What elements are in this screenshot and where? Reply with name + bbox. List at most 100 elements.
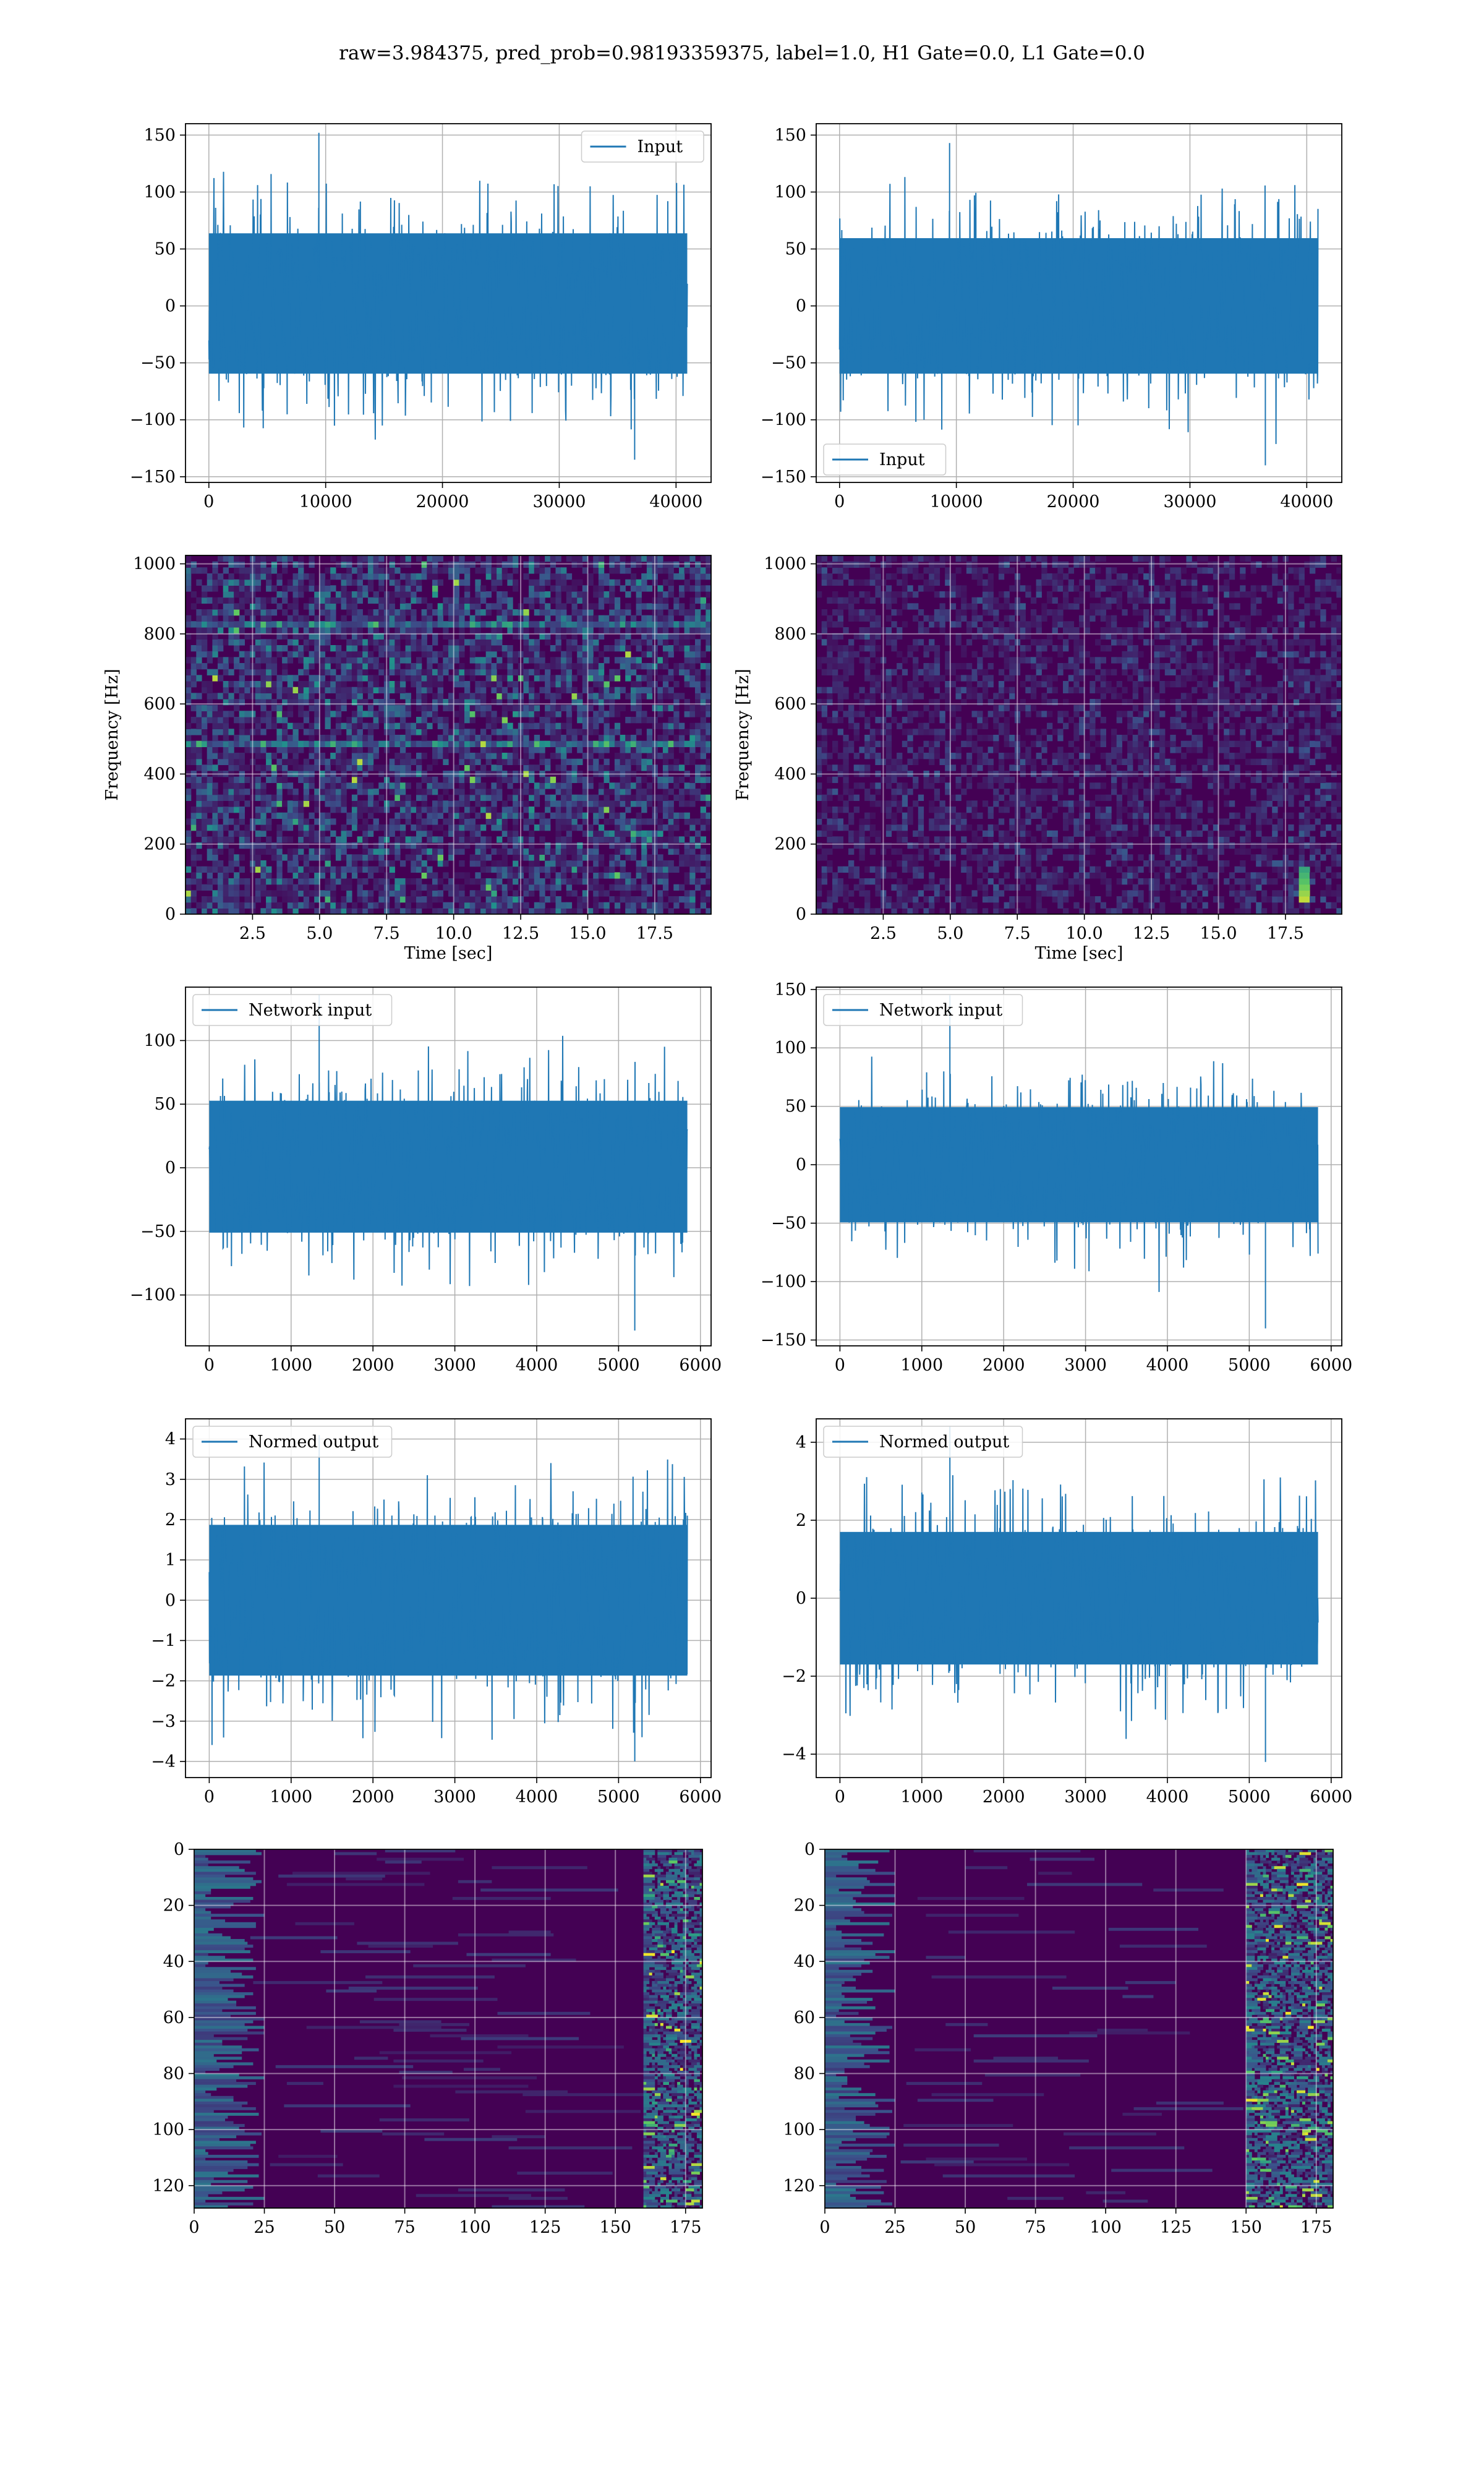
h1-network-input-ytick-2: 0	[165, 1158, 176, 1178]
l1-feature-map-xtick-7: 175	[1300, 2218, 1333, 2237]
l1-normed-output-xtick-5: 5000	[1228, 1787, 1271, 1807]
l1-network-input-ytick-2: −50	[771, 1214, 806, 1233]
figure-title: raw=3.984375, pred_prob=0.98193359375, l…	[339, 42, 1145, 64]
l1-network-input-xtick-5: 5000	[1228, 1356, 1271, 1375]
l1-network-input-ytick-6: 150	[774, 980, 806, 999]
l1-spectrogram-ytick-2: 400	[774, 764, 806, 784]
l1-input-xtick-2: 20000	[1047, 492, 1100, 511]
h1-network-input-ytick-3: 50	[155, 1095, 176, 1114]
h1-normed-output-legend-label: Normed output	[249, 1432, 378, 1452]
l1-feature-map-xtick-4: 100	[1090, 2218, 1122, 2237]
h1-feature-map-ytick-6: 120	[152, 2177, 184, 2196]
h1-feature-map-xtick-0: 0	[189, 2218, 199, 2237]
l1-input-ytick-4: 50	[785, 240, 806, 259]
l1-spectrogram-image	[816, 555, 1342, 914]
h1-normed-output-ytick-1: −3	[151, 1712, 176, 1731]
l1-normed-output-xtick-2: 2000	[983, 1787, 1025, 1807]
l1-input-signal-line	[838, 143, 1319, 466]
h1-spectrogram-ytick-4: 800	[143, 625, 176, 644]
l1-normed-output-xtick-1: 1000	[900, 1787, 943, 1807]
l1-feature-map-frame	[824, 1849, 1334, 2209]
l1-spectrogram-xtick-6: 17.5	[1267, 924, 1304, 943]
h1-spectrogram-xtick-4: 12.5	[502, 924, 539, 943]
h1-input-signal-line	[208, 132, 688, 460]
h1-network-input-legend: Network input	[192, 994, 393, 1026]
h1-input-xtick-1: 10000	[299, 492, 352, 511]
h1-spectrogram-ytick-0: 0	[165, 905, 176, 924]
l1-network-input-ytick-0: −150	[761, 1331, 806, 1350]
h1-input-ytick-6: 150	[143, 126, 176, 145]
l1-spectrogram-xtick-4: 12.5	[1133, 924, 1170, 943]
h1-input-ytick-2: −50	[140, 354, 176, 373]
l1-input-frame	[816, 123, 1342, 483]
l1-normed-output-xtick-4: 4000	[1146, 1787, 1189, 1807]
l1-normed-output-ytick-3: 2	[796, 1511, 806, 1530]
l1-input-ytick-0: −150	[761, 468, 806, 487]
l1-input-ytick-3: 0	[796, 297, 806, 316]
l1-input-xtick-1: 10000	[930, 492, 983, 511]
h1-input-xtick-4: 40000	[649, 492, 702, 511]
h1-spectrogram-ytick-2: 400	[143, 764, 176, 784]
l1-input-legend: Input	[823, 443, 947, 476]
l1-network-input-legend-label: Network input	[879, 1001, 1002, 1020]
l1-feature-map-ytick-5: 100	[783, 2120, 815, 2139]
h1-normed-output-ytick-0: −4	[151, 1752, 176, 1771]
l1-feature-map-xtick-2: 50	[955, 2218, 976, 2237]
l1-feature-map-image	[825, 1849, 1333, 2208]
h1-normed-output-frame	[185, 1418, 712, 1778]
l1-input-ytick-2: −50	[771, 354, 806, 373]
h1-spectrogram-xlabel: Time [sec]	[404, 944, 493, 963]
l1-normed-output-legend-label: Normed output	[879, 1432, 1009, 1452]
h1-feature-map-frame	[194, 1849, 703, 2209]
h1-network-input-xtick-6: 6000	[679, 1356, 722, 1375]
l1-network-input-xtick-3: 3000	[1064, 1356, 1107, 1375]
l1-feature-map-xtick-3: 75	[1025, 2218, 1046, 2237]
l1-input-xtick-3: 30000	[1163, 492, 1216, 511]
h1-feature-map-panel: 0 25 50 75 100 125 150 175 0 20 40 60 80 100 120	[152, 1840, 703, 2237]
h1-feature-map-ytick-5: 100	[152, 2120, 184, 2139]
h1-normed-output-xtick-6: 6000	[679, 1787, 722, 1807]
l1-feature-map-ytick-4: 80	[794, 2065, 815, 2084]
l1-input-ytick-5: 100	[774, 182, 806, 202]
h1-feature-map-ytick-3: 60	[163, 2008, 184, 2027]
l1-feature-map-ytick-1: 20	[794, 1896, 815, 1915]
h1-input-ytick-5: 100	[143, 182, 176, 202]
l1-spectrogram-ytick-3: 600	[774, 695, 806, 714]
l1-feature-map-xtick-1: 25	[884, 2218, 905, 2237]
h1-spectrogram-xtick-5: 15.0	[569, 924, 606, 943]
h1-network-input-xtick-5: 5000	[597, 1356, 640, 1375]
h1-normed-output-xtick-0: 0	[204, 1787, 215, 1807]
h1-input-ytick-1: −100	[130, 411, 176, 430]
l1-input-legend-label: Input	[879, 450, 925, 469]
l1-spectrogram-xlabel: Time [sec]	[1035, 944, 1124, 963]
h1-spectrogram-xtick-0: 2.5	[239, 924, 266, 943]
h1-feature-map-xtick-6: 150	[599, 2218, 631, 2237]
l1-spectrogram-xtick-0: 2.5	[870, 924, 897, 943]
l1-network-input-ytick-4: 50	[785, 1097, 806, 1116]
l1-network-input-xtick-1: 1000	[900, 1356, 943, 1375]
h1-spectrogram-ytick-5: 1000	[133, 555, 176, 574]
h1-network-input-xtick-3: 3000	[433, 1356, 476, 1375]
l1-spectrogram-ylabel: Frequency [Hz]	[733, 669, 753, 800]
h1-normed-output-panel: Normed output 0 1000 2000 3000 4000 5000 6000 −4…	[151, 1418, 722, 1807]
l1-normed-output-xtick-0: 0	[835, 1787, 845, 1807]
h1-feature-map-xtick-5: 125	[529, 2218, 561, 2237]
h1-normed-output-xtick-5: 5000	[597, 1787, 640, 1807]
h1-feature-map-xtick-7: 175	[670, 2218, 702, 2237]
l1-input-xtick-0: 0	[834, 492, 845, 511]
h1-input-frame	[185, 123, 712, 483]
h1-normed-output-xtick-2: 2000	[352, 1787, 394, 1807]
l1-normed-output-xtick-3: 3000	[1064, 1787, 1107, 1807]
h1-spectrogram-panel: 2.5 5.0 7.5 10.0 12.5 15.0 17.5 0 200 400 600 800 10…	[103, 555, 712, 963]
h1-normed-output-ytick-2: −2	[151, 1672, 176, 1691]
l1-input-panel: Input 0 10000 20000 30000 40000 −150 −100 −50 0 50…	[761, 123, 1342, 511]
l1-spectrogram-ytick-1: 200	[774, 835, 806, 854]
h1-spectrogram-ytick-1: 200	[143, 835, 176, 854]
l1-feature-map-xtick-6: 150	[1230, 2218, 1262, 2237]
h1-spectrogram-xtick-1: 5.0	[306, 924, 333, 943]
h1-feature-map-ytick-1: 20	[163, 1896, 184, 1915]
h1-input-ytick-0: −150	[130, 468, 176, 487]
h1-network-input-xtick-0: 0	[204, 1356, 215, 1375]
